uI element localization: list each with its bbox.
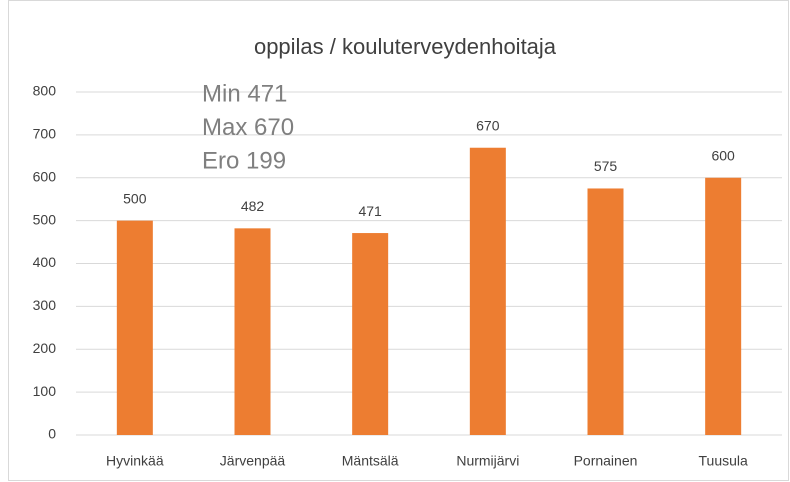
chart-title: oppilas / kouluterveydenhoitaja: [254, 34, 557, 59]
y-tick-label: 0: [48, 426, 56, 442]
bar: [116, 220, 153, 435]
x-tick-label: Tuusula: [699, 453, 749, 469]
bar: [234, 228, 271, 435]
annotation: Ero 199: [202, 147, 286, 174]
x-tick-label: Järvenpää: [220, 453, 286, 469]
data-label: 600: [711, 147, 735, 163]
y-tick-label: 300: [33, 297, 57, 313]
x-tick-label: Hyvinkää: [106, 453, 164, 469]
data-label: 670: [476, 117, 500, 133]
y-tick-label: 500: [33, 211, 57, 227]
data-label: 500: [123, 190, 147, 206]
y-tick-label: 100: [33, 383, 57, 399]
y-tick-label: 800: [33, 83, 57, 99]
annotation: Min 471: [202, 80, 287, 107]
bar: [469, 147, 506, 436]
y-tick-label: 600: [33, 168, 57, 184]
bar: [705, 177, 742, 435]
data-label: 471: [358, 203, 382, 219]
y-tick-label: 700: [33, 126, 57, 142]
annotation: Max 670: [202, 114, 294, 141]
bar: [352, 233, 389, 435]
x-tick-label: Pornainen: [574, 453, 638, 469]
data-label: 575: [594, 158, 618, 174]
y-tick-label: 400: [33, 254, 57, 270]
bar: [587, 188, 624, 435]
y-tick-label: 200: [33, 340, 57, 356]
x-tick-label: Nurmijärvi: [456, 453, 519, 469]
x-tick-label: Mäntsälä: [342, 453, 399, 469]
data-label: 482: [241, 198, 265, 214]
